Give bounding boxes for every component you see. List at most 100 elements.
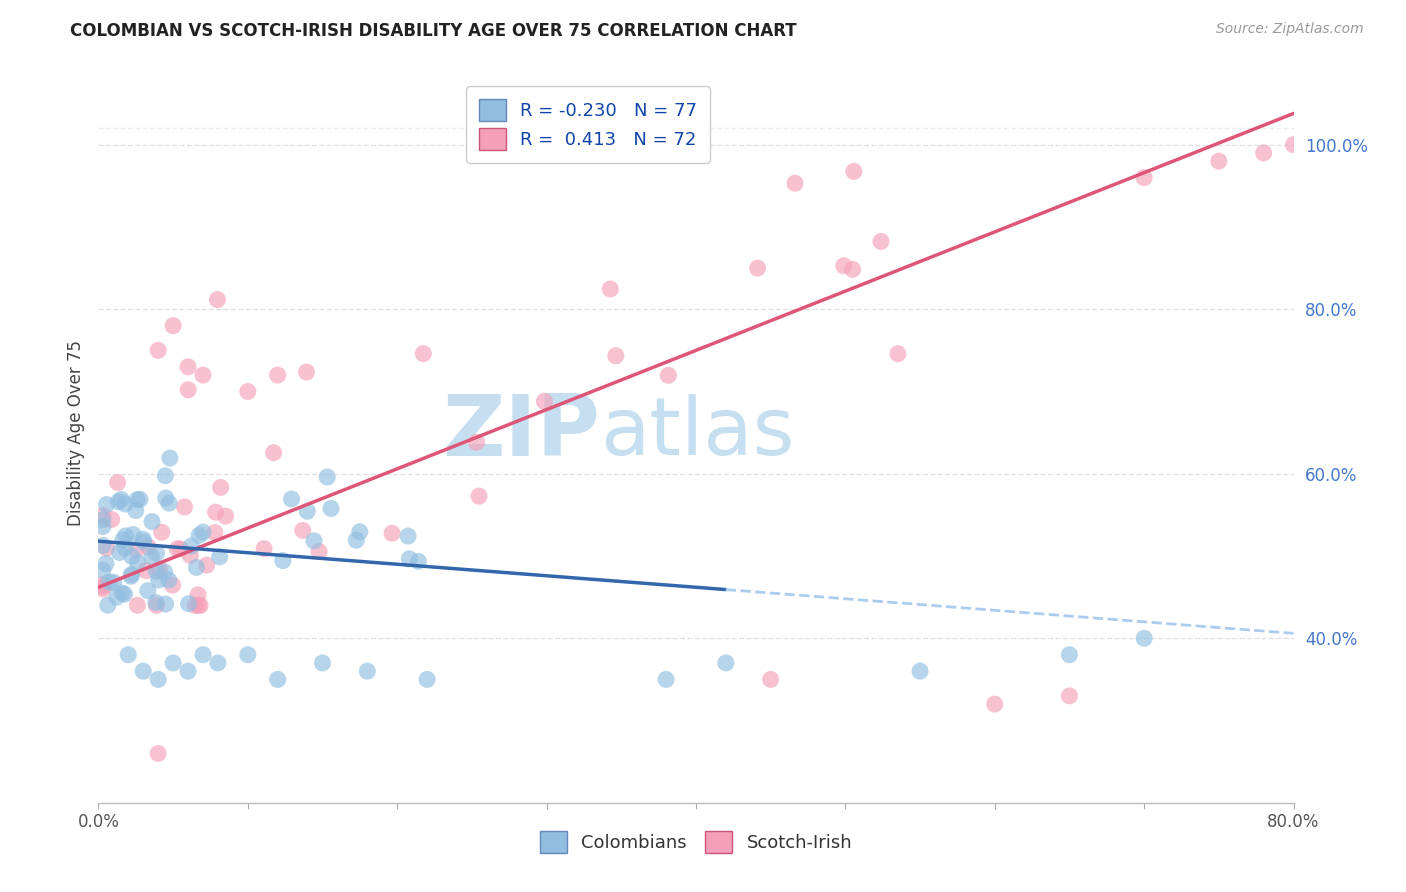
Point <box>177 664 200 678</box>
Point <box>114 587 136 601</box>
Point <box>207 656 229 670</box>
Point <box>297 504 319 518</box>
Point <box>887 347 910 361</box>
Point <box>117 648 139 662</box>
Point <box>187 588 209 602</box>
Point <box>111 586 134 600</box>
Point <box>91 508 114 523</box>
Point <box>408 554 430 568</box>
Point <box>271 553 294 567</box>
Point <box>136 583 159 598</box>
Point <box>236 384 259 399</box>
Point <box>186 560 208 574</box>
Point <box>91 513 114 527</box>
Point <box>162 578 184 592</box>
Text: atlas: atlas <box>600 393 794 472</box>
Point <box>170 542 193 557</box>
Point <box>91 582 114 596</box>
Point <box>184 599 207 613</box>
Point <box>191 368 214 382</box>
Point <box>842 164 865 178</box>
Point <box>191 648 214 662</box>
Point <box>1133 632 1156 646</box>
Point <box>208 549 231 564</box>
Point <box>204 505 226 519</box>
Point <box>311 656 333 670</box>
Point <box>155 468 177 483</box>
Point <box>141 515 163 529</box>
Point <box>465 435 488 450</box>
Point <box>132 533 155 547</box>
Point <box>398 552 420 566</box>
Point <box>96 498 118 512</box>
Point <box>162 318 184 333</box>
Point <box>114 497 136 511</box>
Point <box>121 567 143 582</box>
Point <box>783 176 806 190</box>
Point <box>132 535 155 549</box>
Point <box>127 599 149 613</box>
Point <box>94 557 117 571</box>
Point <box>280 491 302 506</box>
Point <box>412 346 434 360</box>
Point <box>381 526 404 541</box>
Point <box>177 359 200 374</box>
Point <box>153 565 176 579</box>
Point <box>657 368 679 383</box>
Point <box>1253 145 1275 160</box>
Text: ZIP: ZIP <box>443 391 600 475</box>
Point <box>180 539 202 553</box>
Point <box>127 556 149 570</box>
Point <box>125 503 148 517</box>
Point <box>97 598 120 612</box>
Point <box>984 697 1007 711</box>
Point <box>236 648 259 662</box>
Text: Source: ZipAtlas.com: Source: ZipAtlas.com <box>1216 22 1364 37</box>
Point <box>166 541 188 556</box>
Y-axis label: Disability Age Over 75: Disability Age Over 75 <box>66 340 84 525</box>
Point <box>832 259 855 273</box>
Point <box>1059 689 1081 703</box>
Point <box>759 673 782 687</box>
Point <box>98 575 121 590</box>
Point <box>207 293 229 307</box>
Point <box>141 549 163 564</box>
Point <box>96 541 118 555</box>
Point <box>191 524 214 539</box>
Point <box>177 597 200 611</box>
Point <box>159 451 181 466</box>
Point <box>1208 154 1230 169</box>
Point <box>319 501 342 516</box>
Point <box>127 492 149 507</box>
Point <box>188 528 211 542</box>
Point <box>599 282 621 296</box>
Point <box>148 343 170 358</box>
Point <box>253 541 276 556</box>
Point <box>132 664 155 678</box>
Point <box>1282 137 1305 152</box>
Point <box>267 673 290 687</box>
Point <box>148 673 170 687</box>
Point <box>416 673 439 687</box>
Point <box>145 596 167 610</box>
Point <box>103 575 125 590</box>
Point <box>195 558 218 573</box>
Point <box>1133 170 1156 185</box>
Point <box>605 349 627 363</box>
Point <box>291 524 314 538</box>
Point <box>145 546 167 560</box>
Point <box>138 540 160 554</box>
Point <box>356 664 378 678</box>
Point <box>105 590 128 604</box>
Point <box>302 533 325 548</box>
Point <box>870 235 893 249</box>
Point <box>308 544 330 558</box>
Point <box>149 563 172 577</box>
Point <box>100 512 122 526</box>
Point <box>107 495 129 509</box>
Point <box>91 580 114 594</box>
Point <box>114 541 136 555</box>
Point <box>204 525 226 540</box>
Point <box>108 545 131 559</box>
Point <box>187 599 209 613</box>
